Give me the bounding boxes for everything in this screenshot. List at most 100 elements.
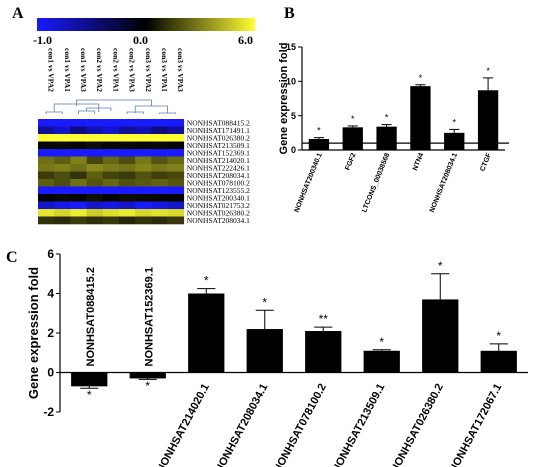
- heatmap-cell: [102, 134, 120, 142]
- heatmap-cell: [102, 156, 120, 165]
- heatmap-cell: [54, 201, 71, 210]
- heatmap-cell: [167, 164, 185, 172]
- y-axis-title: Gene expression fold: [26, 267, 41, 399]
- heatmap-cell: [38, 171, 55, 180]
- heatmap-cell: [54, 126, 71, 135]
- bar: [246, 329, 283, 373]
- heatmap-cell: [135, 134, 152, 142]
- heatmap-cell: [54, 164, 71, 172]
- heatmap-cell: [119, 216, 136, 225]
- heatmap-cell: [151, 194, 168, 202]
- bar: [480, 350, 517, 373]
- bar: [444, 132, 465, 150]
- heatmap-cell: [70, 216, 87, 225]
- heatmap-row-label: NONHSAT088415.2: [187, 119, 250, 128]
- heatmap-cell: [54, 141, 71, 150]
- heatmap-cell: [86, 194, 104, 202]
- heatmap-cell: [167, 209, 185, 217]
- bar: [410, 86, 431, 150]
- significance-marker: *: [145, 379, 150, 393]
- colorbar-max-label: 6.0: [238, 33, 253, 47]
- category-label: CTGF: [479, 151, 493, 172]
- heatmap-cell: [135, 179, 152, 187]
- heatmap-column-label: con2 vs VPA2: [95, 48, 104, 92]
- significance-marker: *: [379, 335, 384, 349]
- category-label: LTCONS_00038568: [361, 152, 391, 213]
- y-tick-label: -2: [43, 405, 54, 419]
- heatmap-cell: [167, 156, 185, 165]
- category-label: NONHSAT078100.2: [272, 382, 329, 467]
- heatmap-cell: [86, 186, 104, 195]
- heatmap-row-label: NONHSAT152369.1: [187, 149, 250, 158]
- heatmap-cell: [167, 134, 185, 142]
- heatmap-cell: [151, 149, 168, 157]
- bar: [422, 299, 459, 373]
- dendrogram-branch: [159, 112, 177, 114]
- bar-chart-panel-c: -2 0 2 4 6 Gene expression fold * NONHSAT088415…: [26, 247, 528, 467]
- significance-marker: *: [262, 295, 267, 309]
- heatmap-cell: [70, 149, 87, 157]
- heatmap-cell: [86, 201, 104, 210]
- heatmap-column-label: con1 vs VPA1: [63, 48, 72, 92]
- heatmap-cell: [135, 201, 152, 210]
- heatmap-cell: [70, 141, 87, 150]
- significance-marker: *: [204, 274, 209, 288]
- heatmap-row-label: NONHSAT026380.2: [187, 134, 250, 143]
- significance-marker: *: [419, 73, 423, 83]
- heatmap-cell: [119, 194, 136, 202]
- heatmap-cell: [38, 179, 55, 187]
- heatmap-cell: [38, 156, 55, 165]
- heatmap-cell: [102, 194, 120, 202]
- heatmap-cell: [38, 126, 55, 135]
- heatmap-cell: [102, 186, 120, 195]
- heatmap-cell: [135, 149, 152, 157]
- heatmap-cell: [167, 216, 185, 225]
- category-label: NONHSAT213509.1: [330, 382, 387, 467]
- heatmap-cell: [135, 119, 152, 127]
- y-tick-label: 5: [291, 111, 296, 121]
- heatmap-cell: [86, 126, 104, 135]
- heatmap-cell: [54, 209, 71, 217]
- heatmap-row-label: NONHSAT171491.1: [187, 126, 250, 135]
- heatmap-cell: [151, 141, 168, 150]
- heatmap-cell: [119, 119, 136, 127]
- heatmap-cell: [86, 179, 104, 187]
- heatmap-row-label: NONHSAT208034.1: [187, 216, 250, 225]
- significance-marker: *: [438, 259, 443, 273]
- heatmap-cell: [135, 126, 152, 135]
- heatmap-cell: [119, 141, 136, 150]
- colorbar-mid-label: 0.0: [133, 33, 148, 47]
- heatmap-cell: [119, 201, 136, 210]
- heatmap-cell: [70, 201, 87, 210]
- heatmap-cell: [38, 149, 55, 157]
- heatmap-row-label: NONHSAT021753.2: [187, 201, 250, 210]
- category-label: NTN4: [412, 152, 425, 172]
- heatmap-cell: [119, 156, 136, 165]
- heatmap-cell: [86, 119, 104, 127]
- heatmap-row-label: NONHSAT208034.1: [187, 171, 250, 180]
- significance-marker: *: [317, 126, 321, 136]
- y-tick-label: 6: [47, 247, 54, 261]
- heatmap-column-label: con2 vs VPA1: [111, 48, 120, 92]
- category-label: NONHSAT026380.2: [389, 382, 446, 467]
- heatmap-cell: [151, 216, 168, 225]
- y-tick-label: 15: [286, 42, 296, 52]
- category-label: NONHSAT208034.1: [213, 382, 270, 467]
- colorbar-min-label: -1.0: [33, 33, 52, 47]
- heatmap-cell: [70, 164, 87, 172]
- heatmap-cell: [38, 134, 55, 142]
- heatmap-cell: [54, 179, 71, 187]
- y-tick-label: 4: [47, 287, 54, 301]
- heatmap-cell: [54, 134, 71, 142]
- heatmap-cell: [38, 194, 55, 202]
- panel-label-a: A: [12, 5, 24, 22]
- y-tick-label: 0: [47, 366, 54, 380]
- heatmap-cell: [135, 171, 152, 180]
- significance-marker: *: [486, 66, 490, 76]
- y-tick-label: 10: [286, 76, 296, 86]
- heatmap-cell: [102, 119, 120, 127]
- heatmap-cell: [135, 141, 152, 150]
- heatmap-cell: [151, 179, 168, 187]
- heatmap-column-label: con1 vs VPA2: [47, 48, 56, 92]
- heatmap-cell: [102, 209, 120, 217]
